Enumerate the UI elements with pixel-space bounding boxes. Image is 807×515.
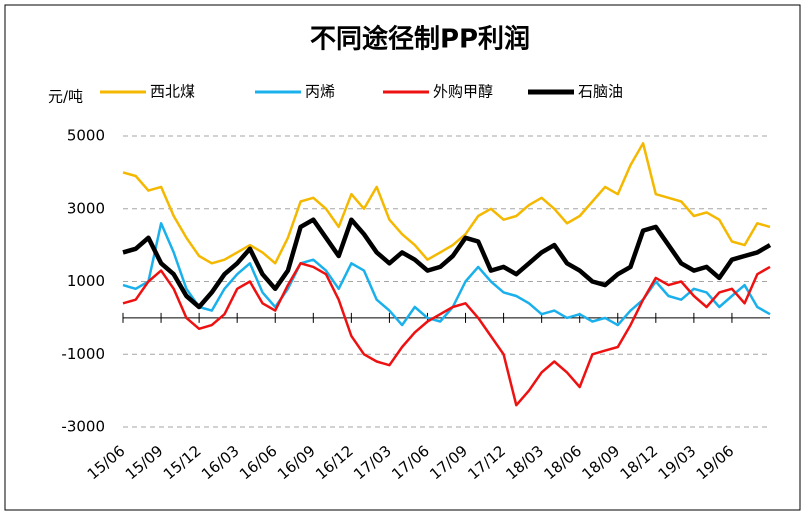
y-tick-label: 3000: [67, 199, 105, 217]
y-tick-label: 5000: [67, 127, 105, 145]
frame: [4, 4, 801, 511]
series-line: [122, 262, 771, 407]
chart-title: 不同途径制PP利润: [310, 24, 530, 55]
y-tick-label: -3000: [61, 418, 105, 436]
y-tick-label: -1000: [61, 345, 105, 363]
legend-label: 石脑油: [578, 83, 623, 101]
y-tick-label: 1000: [67, 272, 105, 290]
series-line: [122, 217, 772, 310]
legend-label: 外购甲醇: [433, 83, 493, 101]
y-axis-label: 元/吨: [48, 88, 83, 106]
legend-label: 丙烯: [305, 83, 335, 101]
legend-label: 西北煤: [150, 83, 195, 101]
series-line: [122, 142, 771, 265]
series-line: [122, 222, 771, 327]
